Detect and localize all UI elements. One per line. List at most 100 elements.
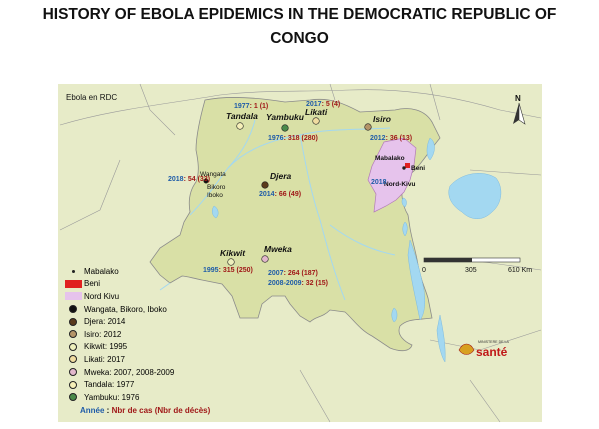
scale-tick-1: 305 (465, 267, 477, 274)
cases-mweka-2008: : 32 (15) (301, 280, 327, 287)
label-yambuku: Yambuku (266, 112, 305, 122)
year-likati: 2017 (306, 101, 322, 108)
cases-isiro-value: 36 (13) (390, 135, 412, 142)
cases-mweka-2008-value: 32 (15) (306, 280, 328, 287)
nord-kivu-region (367, 137, 417, 213)
label-kikwit: Kikwit (220, 248, 246, 258)
legend-label: Mweka: 2007, 2008-2009 (84, 367, 175, 377)
outbreak-kikwit: 1995: 315 (250) (203, 267, 253, 274)
label-nord-kivu: Nord-Kivu (384, 181, 415, 188)
legend-dot (69, 380, 77, 389)
year-djera: 2014 (259, 191, 275, 198)
cases-wangata: : 54 (33) (184, 176, 210, 183)
marker-isiro (364, 123, 372, 131)
marker-tandala (236, 122, 244, 130)
year-kikwit: 1995 (203, 267, 219, 274)
legend-symbol (62, 279, 84, 289)
cases-yambuku-value: 318 (280) (288, 135, 318, 142)
outbreak-djera: 2014: 66 (49) (259, 191, 301, 198)
legend-label: Kikwit: 1995 (84, 342, 128, 352)
legend-dot (69, 342, 77, 351)
year-wangata: 2018 (168, 176, 184, 183)
cases-mweka-2007-value: 264 (187) (288, 270, 318, 277)
legend-note-year: Année (80, 406, 105, 415)
cases-djera-value: 66 (49) (279, 191, 301, 198)
legend-note: Année : Nbr de cas (Nbr de décès) (80, 406, 210, 415)
legend-symbol (62, 367, 84, 377)
scale-tick-0: 0 (422, 267, 426, 274)
marker-mabalako (402, 166, 406, 170)
legend-label: Tandala: 1977 (84, 380, 135, 390)
cases-tandala: : 1 (1) (250, 103, 269, 110)
label-iboko: Iboko (207, 192, 223, 199)
legend-label: Likati: 2017 (84, 354, 125, 364)
outbreak-isiro: 2012: 36 (13) (370, 135, 412, 142)
lake-mai-ndombe (212, 205, 219, 219)
ministry-logo: MINISTERE DE LA santé (458, 340, 510, 359)
legend-item: Yambuku: 1976 (62, 391, 174, 404)
legend-label: Yambuku: 1976 (84, 392, 140, 402)
outbreak-markers (203, 117, 406, 266)
year-mweka-2008: 2008-2009 (268, 280, 302, 287)
outbreak-mweka-2007: 2007: 264 (187) (268, 270, 318, 277)
legend-symbol (62, 354, 84, 364)
marker-likati (312, 117, 320, 125)
legend-label: Wangata, Bikoro, Iboko (84, 304, 167, 314)
beni-area (405, 163, 410, 168)
legend-label: Mabalako (84, 266, 119, 276)
legend-dot (69, 330, 77, 339)
legend-symbol (62, 304, 84, 314)
map-legend: Mabalako Beni Nord Kivu Wangata, Bikoro, Ib… (62, 265, 174, 404)
cases-kikwit-value: 315 (250) (223, 267, 253, 274)
label-wangata: Wangata (200, 171, 226, 178)
year-mweka-2007: 2007 (268, 270, 284, 277)
legend-item: Wangata, Bikoro, Iboko (62, 303, 174, 316)
small-place-labels: Mabalako Beni Nord-Kivu Wangata Bikoro I… (200, 155, 425, 199)
map-title: Ebola en RDC (66, 93, 117, 102)
north-arrow-icon: N (513, 94, 526, 125)
neighbour-borders (59, 83, 542, 423)
legend-note-separator: : (104, 406, 112, 415)
label-bikoro: Bikoro (207, 184, 226, 191)
legend-label: Nord Kivu (84, 291, 120, 301)
cases-isiro: : 36 (13) (386, 135, 412, 142)
lake-albert (426, 137, 435, 161)
outbreak-yambuku: 1976: 318 (280) (268, 135, 318, 142)
cases-wangata-value: 54 (33) (188, 176, 210, 183)
legend-item: Tandala: 1977 (62, 378, 174, 391)
marker-wangata-bikoro-iboko (203, 178, 209, 184)
label-mabalako: Mabalako (375, 155, 405, 162)
label-tandala: Tandala (226, 111, 258, 121)
outbreak-likati: 2017: 5 (4) (306, 101, 340, 108)
legend-item: Mabalako (62, 265, 174, 278)
label-beni: Beni (411, 165, 425, 172)
lake-kivu (402, 221, 408, 237)
label-mweka: Mweka (264, 244, 292, 254)
cases-yambuku: : 318 (280) (284, 135, 318, 142)
scale-bar: 0 305 610 Km (422, 257, 532, 274)
legend-symbol (62, 392, 84, 402)
outbreak-tandala: 1977: 1 (1) (234, 103, 268, 110)
scale-bar-left-segment (424, 258, 472, 262)
logo-small-text: MINISTERE DE LA (478, 340, 510, 344)
lake-victoria (448, 173, 502, 219)
year-yambuku: 1976 (268, 135, 284, 142)
legend-symbol (62, 291, 84, 301)
cases-likati-value: 5 (4) (326, 101, 340, 108)
legend-symbol (62, 317, 84, 327)
cases-djera: : 66 (49) (275, 191, 301, 198)
year-isiro: 2012 (370, 135, 386, 142)
label-djera: Djera (270, 171, 292, 181)
legend-dot (69, 355, 77, 364)
legend-item: Djera: 2014 (62, 315, 174, 328)
outbreak-mweka-2008: 2008-2009: 32 (15) (268, 280, 328, 287)
legend-item: Kikwit: 1995 (62, 341, 174, 354)
legend-swatch (64, 279, 82, 288)
north-label: N (515, 94, 521, 103)
legend-note-cases: Nbr de cas (Nbr de décès) (111, 406, 211, 415)
legend-item: Likati: 2017 (62, 353, 174, 366)
legend-item: Beni (62, 278, 174, 291)
page-title-line-1: HISTORY OF EBOLA EPIDEMICS IN THE DEMOCR… (42, 6, 557, 23)
cases-likati: : 5 (4) (322, 101, 341, 108)
